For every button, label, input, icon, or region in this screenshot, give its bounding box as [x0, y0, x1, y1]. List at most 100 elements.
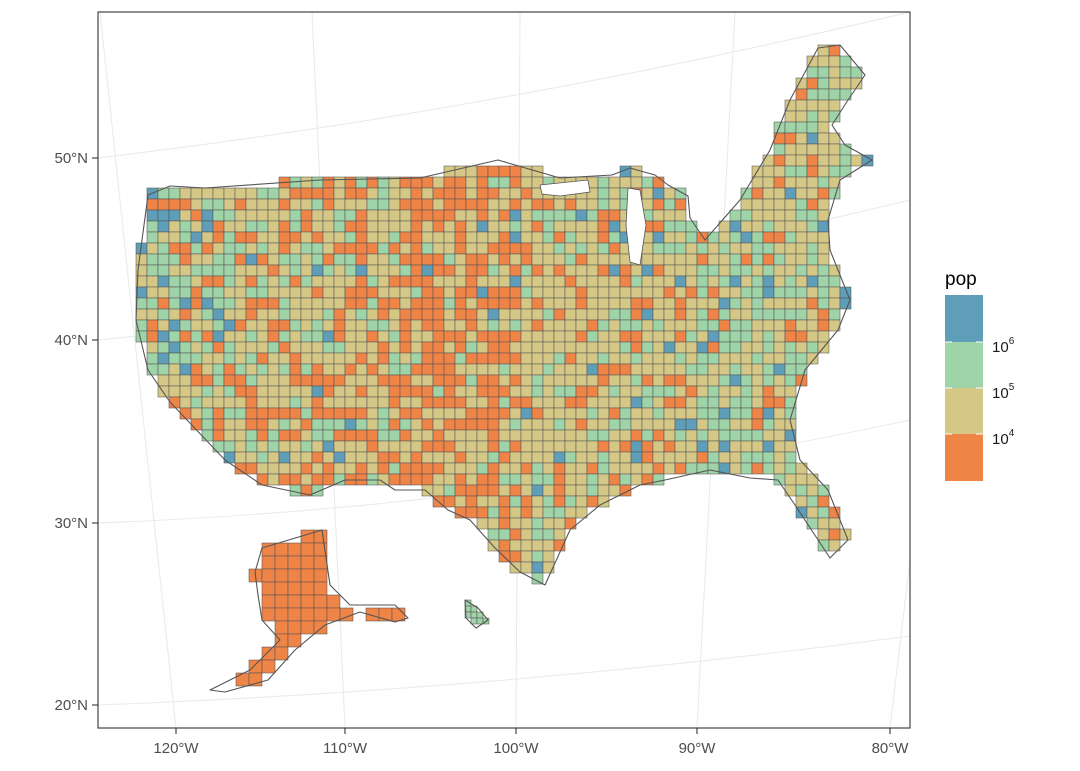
county-cell	[377, 429, 390, 442]
county-cell	[740, 264, 753, 277]
county-cell	[817, 165, 830, 178]
county-cell	[388, 275, 401, 288]
county-cell	[256, 275, 269, 288]
county-cell	[256, 341, 269, 354]
county-cell	[542, 462, 555, 475]
county-cell	[267, 451, 280, 464]
county-cell	[322, 220, 335, 233]
county-cell	[795, 352, 808, 365]
county-cell	[542, 363, 555, 376]
county-cell	[564, 462, 577, 475]
county-cell	[520, 407, 533, 420]
county-cell	[322, 363, 335, 376]
county-cell	[773, 418, 786, 431]
county-cell	[388, 473, 401, 486]
county-cell	[586, 440, 599, 453]
county-cell	[223, 253, 236, 266]
county-cell	[553, 319, 566, 332]
county-cell	[355, 462, 368, 475]
county-cell	[773, 220, 786, 233]
county-cell	[179, 209, 192, 222]
county-cell	[157, 220, 170, 233]
county-cell	[608, 231, 621, 244]
county-cell	[652, 253, 665, 266]
county-cell	[751, 330, 764, 343]
county-cell	[366, 297, 379, 310]
county-cell	[432, 242, 445, 255]
county-cell	[366, 253, 379, 266]
county-cell	[685, 429, 698, 442]
county-cell	[509, 341, 522, 354]
county-cell	[487, 209, 500, 222]
county-cell	[289, 374, 302, 387]
county-cell	[267, 319, 280, 332]
county-cell	[355, 231, 368, 244]
county-cell	[674, 429, 687, 442]
county-cell	[146, 363, 159, 376]
county-cell	[773, 275, 786, 288]
county-cell	[234, 231, 247, 244]
county-cell	[300, 607, 315, 622]
county-cell	[168, 330, 181, 343]
county-cell	[652, 308, 665, 321]
county-cell	[454, 484, 467, 497]
county-cell	[201, 429, 214, 442]
county-cell	[432, 363, 445, 376]
county-cell	[641, 429, 654, 442]
county-cell	[795, 242, 808, 255]
county-cell	[157, 341, 170, 354]
county-cell	[410, 220, 423, 233]
county-cell	[729, 396, 742, 409]
county-cell	[663, 286, 676, 299]
county-cell	[487, 275, 500, 288]
county-cell	[421, 462, 434, 475]
county-cell	[817, 253, 830, 266]
county-cell	[289, 462, 302, 475]
county-cell	[366, 275, 379, 288]
county-cell	[498, 341, 511, 354]
county-cell	[476, 473, 489, 486]
county-cell	[729, 330, 742, 343]
county-cell	[399, 473, 412, 486]
county-cell	[498, 440, 511, 453]
county-cell	[762, 220, 775, 233]
county-cell	[751, 319, 764, 332]
county-cell	[784, 187, 797, 200]
county-cell	[795, 286, 808, 299]
county-cell	[674, 407, 687, 420]
county-cell	[828, 55, 841, 68]
county-cell	[740, 297, 753, 310]
county-cell	[773, 308, 786, 321]
county-cell	[542, 253, 555, 266]
county-cell	[740, 407, 753, 420]
county-cell	[344, 275, 357, 288]
county-cell	[707, 319, 720, 332]
county-cell	[476, 352, 489, 365]
county-cell	[399, 242, 412, 255]
county-cell	[619, 319, 632, 332]
county-cell	[817, 330, 830, 343]
county-cell	[729, 220, 742, 233]
county-cell	[685, 231, 698, 244]
county-cell	[311, 264, 324, 277]
county-cell	[454, 187, 467, 200]
county-cell	[377, 308, 390, 321]
county-cell	[465, 385, 478, 398]
county-cell	[520, 374, 533, 387]
county-cell	[630, 275, 643, 288]
county-cell	[432, 297, 445, 310]
county-cell	[542, 286, 555, 299]
county-cell	[234, 286, 247, 299]
county-cell	[465, 253, 478, 266]
county-cell	[553, 429, 566, 442]
county-cell	[289, 297, 302, 310]
county-cell	[410, 385, 423, 398]
county-cell	[377, 341, 390, 354]
county-cell	[674, 451, 687, 464]
county-cell	[641, 385, 654, 398]
county-cell	[685, 264, 698, 277]
county-cell	[465, 374, 478, 387]
county-cell	[795, 330, 808, 343]
county-cell	[388, 187, 401, 200]
county-cell	[784, 154, 797, 167]
